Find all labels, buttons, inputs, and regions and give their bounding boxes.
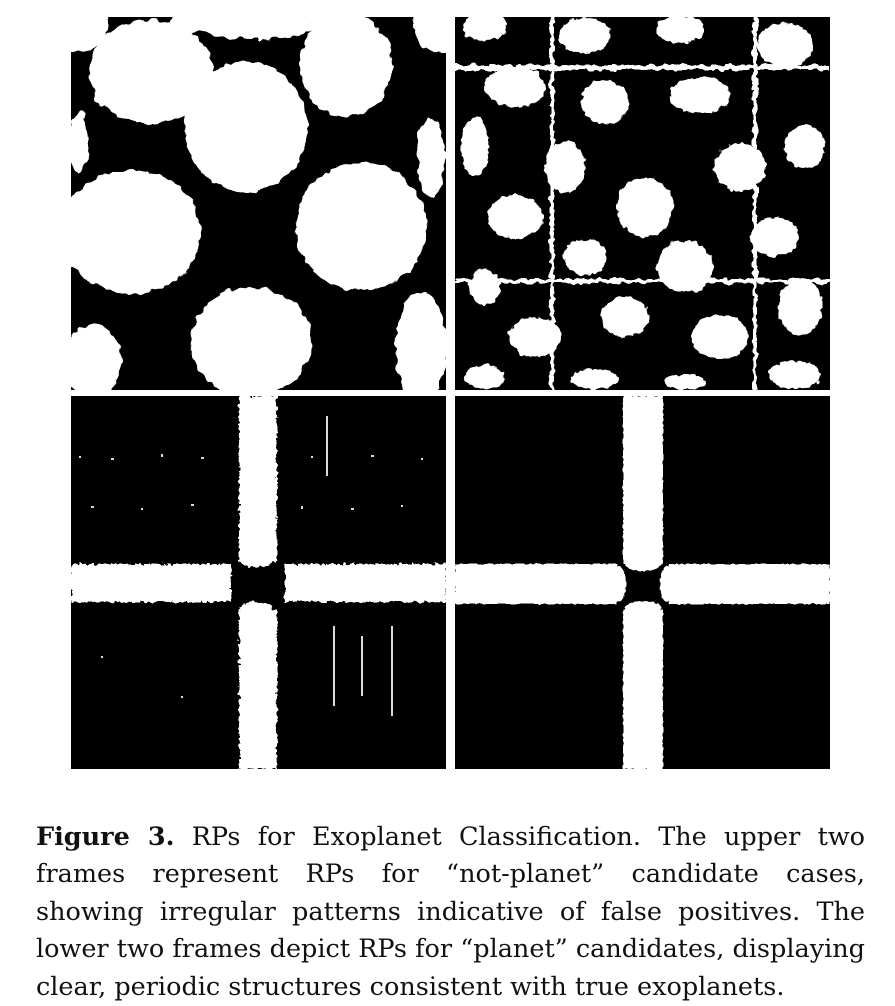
figure-grid [71,17,830,769]
recurrence-plot-planet-1-image [71,396,446,769]
figure-label: Figure 3. [36,822,174,852]
recurrence-plot-not-planet-1 [71,17,446,390]
recurrence-plot-not-planet-1-image [71,17,446,390]
recurrence-plot-not-planet-2-image [455,17,830,390]
recurrence-plot-planet-2 [455,396,830,769]
recurrence-plot-planet-2-image [455,396,830,769]
recurrence-plot-not-planet-2 [455,17,830,390]
recurrence-plot-planet-1 [71,396,446,769]
figure-caption: Figure 3. RPs for Exoplanet Classificati… [36,819,865,1006]
